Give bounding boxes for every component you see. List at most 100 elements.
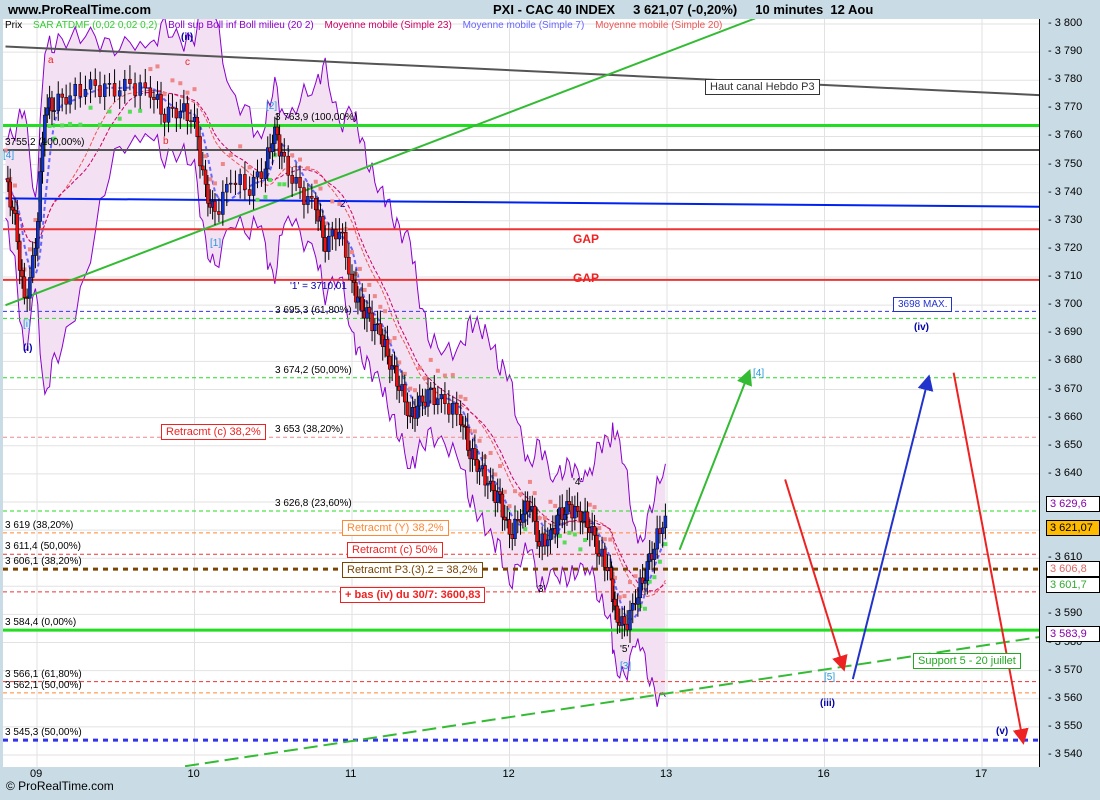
candle-body xyxy=(286,155,290,176)
candle-body xyxy=(513,519,517,539)
candle-body xyxy=(420,395,425,403)
candle-body xyxy=(203,169,208,185)
candle-body xyxy=(458,414,463,426)
sar-dot xyxy=(647,579,652,584)
sar-dot xyxy=(383,309,388,314)
candle-body xyxy=(290,174,294,184)
sar-dot xyxy=(617,595,622,600)
candle-body xyxy=(83,89,88,97)
sar-dot xyxy=(117,116,122,121)
candle-body xyxy=(314,198,318,211)
sar-dot xyxy=(472,429,477,434)
candle-body xyxy=(350,273,354,281)
candle-body xyxy=(178,111,183,119)
sar-dot xyxy=(68,121,73,126)
candle-body xyxy=(98,85,102,97)
sar-dot xyxy=(220,162,225,167)
legend-bollinger: Boll sup Boll inf Boll milieu (20 2) xyxy=(168,20,314,31)
sar-dot xyxy=(463,397,468,402)
footer-copyright: © ProRealTime.com xyxy=(6,779,114,793)
candle-body xyxy=(10,206,15,211)
candle-body xyxy=(405,401,410,417)
y-tick-label: - 3 790 xyxy=(1048,45,1083,58)
level-label: 3 545,3 (50,00%) xyxy=(5,727,82,739)
candle-body xyxy=(486,483,490,486)
sar-dot xyxy=(548,499,553,504)
y-tick-label: - 3 710 xyxy=(1048,270,1083,283)
sar-dot xyxy=(567,530,572,535)
sar-dot xyxy=(578,547,583,552)
sar-dot xyxy=(203,154,208,159)
candle-body xyxy=(580,520,585,523)
wave-label: (iii) xyxy=(820,698,835,709)
y-tick-label: - 3 720 xyxy=(1048,241,1083,254)
candle-body xyxy=(373,324,377,332)
candle-body xyxy=(565,501,569,515)
candle-body xyxy=(426,389,430,407)
candle-body xyxy=(213,200,217,212)
retracement-box: Retracmt (Y) 38,2% xyxy=(342,520,449,536)
candle-body xyxy=(615,605,620,623)
candle-body xyxy=(528,509,532,513)
sar-dot xyxy=(170,78,175,83)
sar-dot xyxy=(268,177,273,182)
site-name: www.ProRealTime.com xyxy=(8,2,152,17)
candle-body xyxy=(174,108,179,119)
sar-dot xyxy=(212,181,217,186)
sar-dot xyxy=(652,575,657,580)
candle-body xyxy=(595,534,599,555)
candle-body xyxy=(321,216,325,238)
candle-body xyxy=(403,384,407,403)
sar-dot xyxy=(192,87,197,92)
candle-body xyxy=(306,196,310,205)
x-tick-label: 09 xyxy=(30,768,43,780)
sar-dot xyxy=(78,122,83,127)
sar-dot xyxy=(572,532,577,537)
y-tick-label: - 3 760 xyxy=(1048,129,1083,142)
candle-body xyxy=(451,402,455,415)
candle-body xyxy=(454,402,459,415)
sar-dot xyxy=(458,394,463,399)
sar-dot xyxy=(583,538,588,543)
y-tick-label: - 3 570 xyxy=(1048,663,1083,676)
price-tag-boll-inf: 3 583,9 xyxy=(1046,626,1100,642)
candle-body xyxy=(443,394,447,404)
candle-body xyxy=(15,213,20,242)
candle-body xyxy=(170,106,175,109)
bollinger-upper xyxy=(5,19,666,544)
price-tag-last: 3 621,07 xyxy=(1046,520,1100,536)
plot-area[interactable] xyxy=(3,19,1040,767)
price-tag-boll-sup: 3 629,6 xyxy=(1046,496,1100,512)
x-tick-label: 12 xyxy=(502,768,515,780)
sar-dot xyxy=(392,336,397,341)
sar-dot xyxy=(12,183,17,188)
sar-dot xyxy=(642,606,647,611)
wave-label: '5' xyxy=(620,644,630,655)
sar-dot xyxy=(277,182,282,187)
y-tick-label: - 3 610 xyxy=(1048,551,1083,564)
wave-label: [5] xyxy=(824,672,836,683)
sar-dot xyxy=(423,376,428,381)
candle-body xyxy=(395,365,399,387)
sar-dot xyxy=(613,575,618,580)
projection-arrow xyxy=(952,372,1029,745)
candle-body xyxy=(390,365,394,370)
candle-body xyxy=(503,516,507,521)
candle-body xyxy=(545,539,550,547)
sar-dot xyxy=(435,368,440,373)
candle-body xyxy=(535,520,539,542)
candle-body xyxy=(500,493,505,518)
candle-body xyxy=(201,165,205,171)
candle-body xyxy=(352,280,356,283)
candle-body xyxy=(567,501,572,505)
candle-body xyxy=(88,79,93,90)
y-tick-label: - 3 650 xyxy=(1048,438,1083,451)
candle-body xyxy=(663,515,668,529)
candle-body xyxy=(259,171,264,179)
candle-body xyxy=(507,519,512,535)
candle-body xyxy=(655,528,659,550)
sar-dot xyxy=(477,438,482,443)
candle-body xyxy=(30,255,35,278)
candle-body xyxy=(133,83,137,96)
candle-body xyxy=(60,93,64,98)
